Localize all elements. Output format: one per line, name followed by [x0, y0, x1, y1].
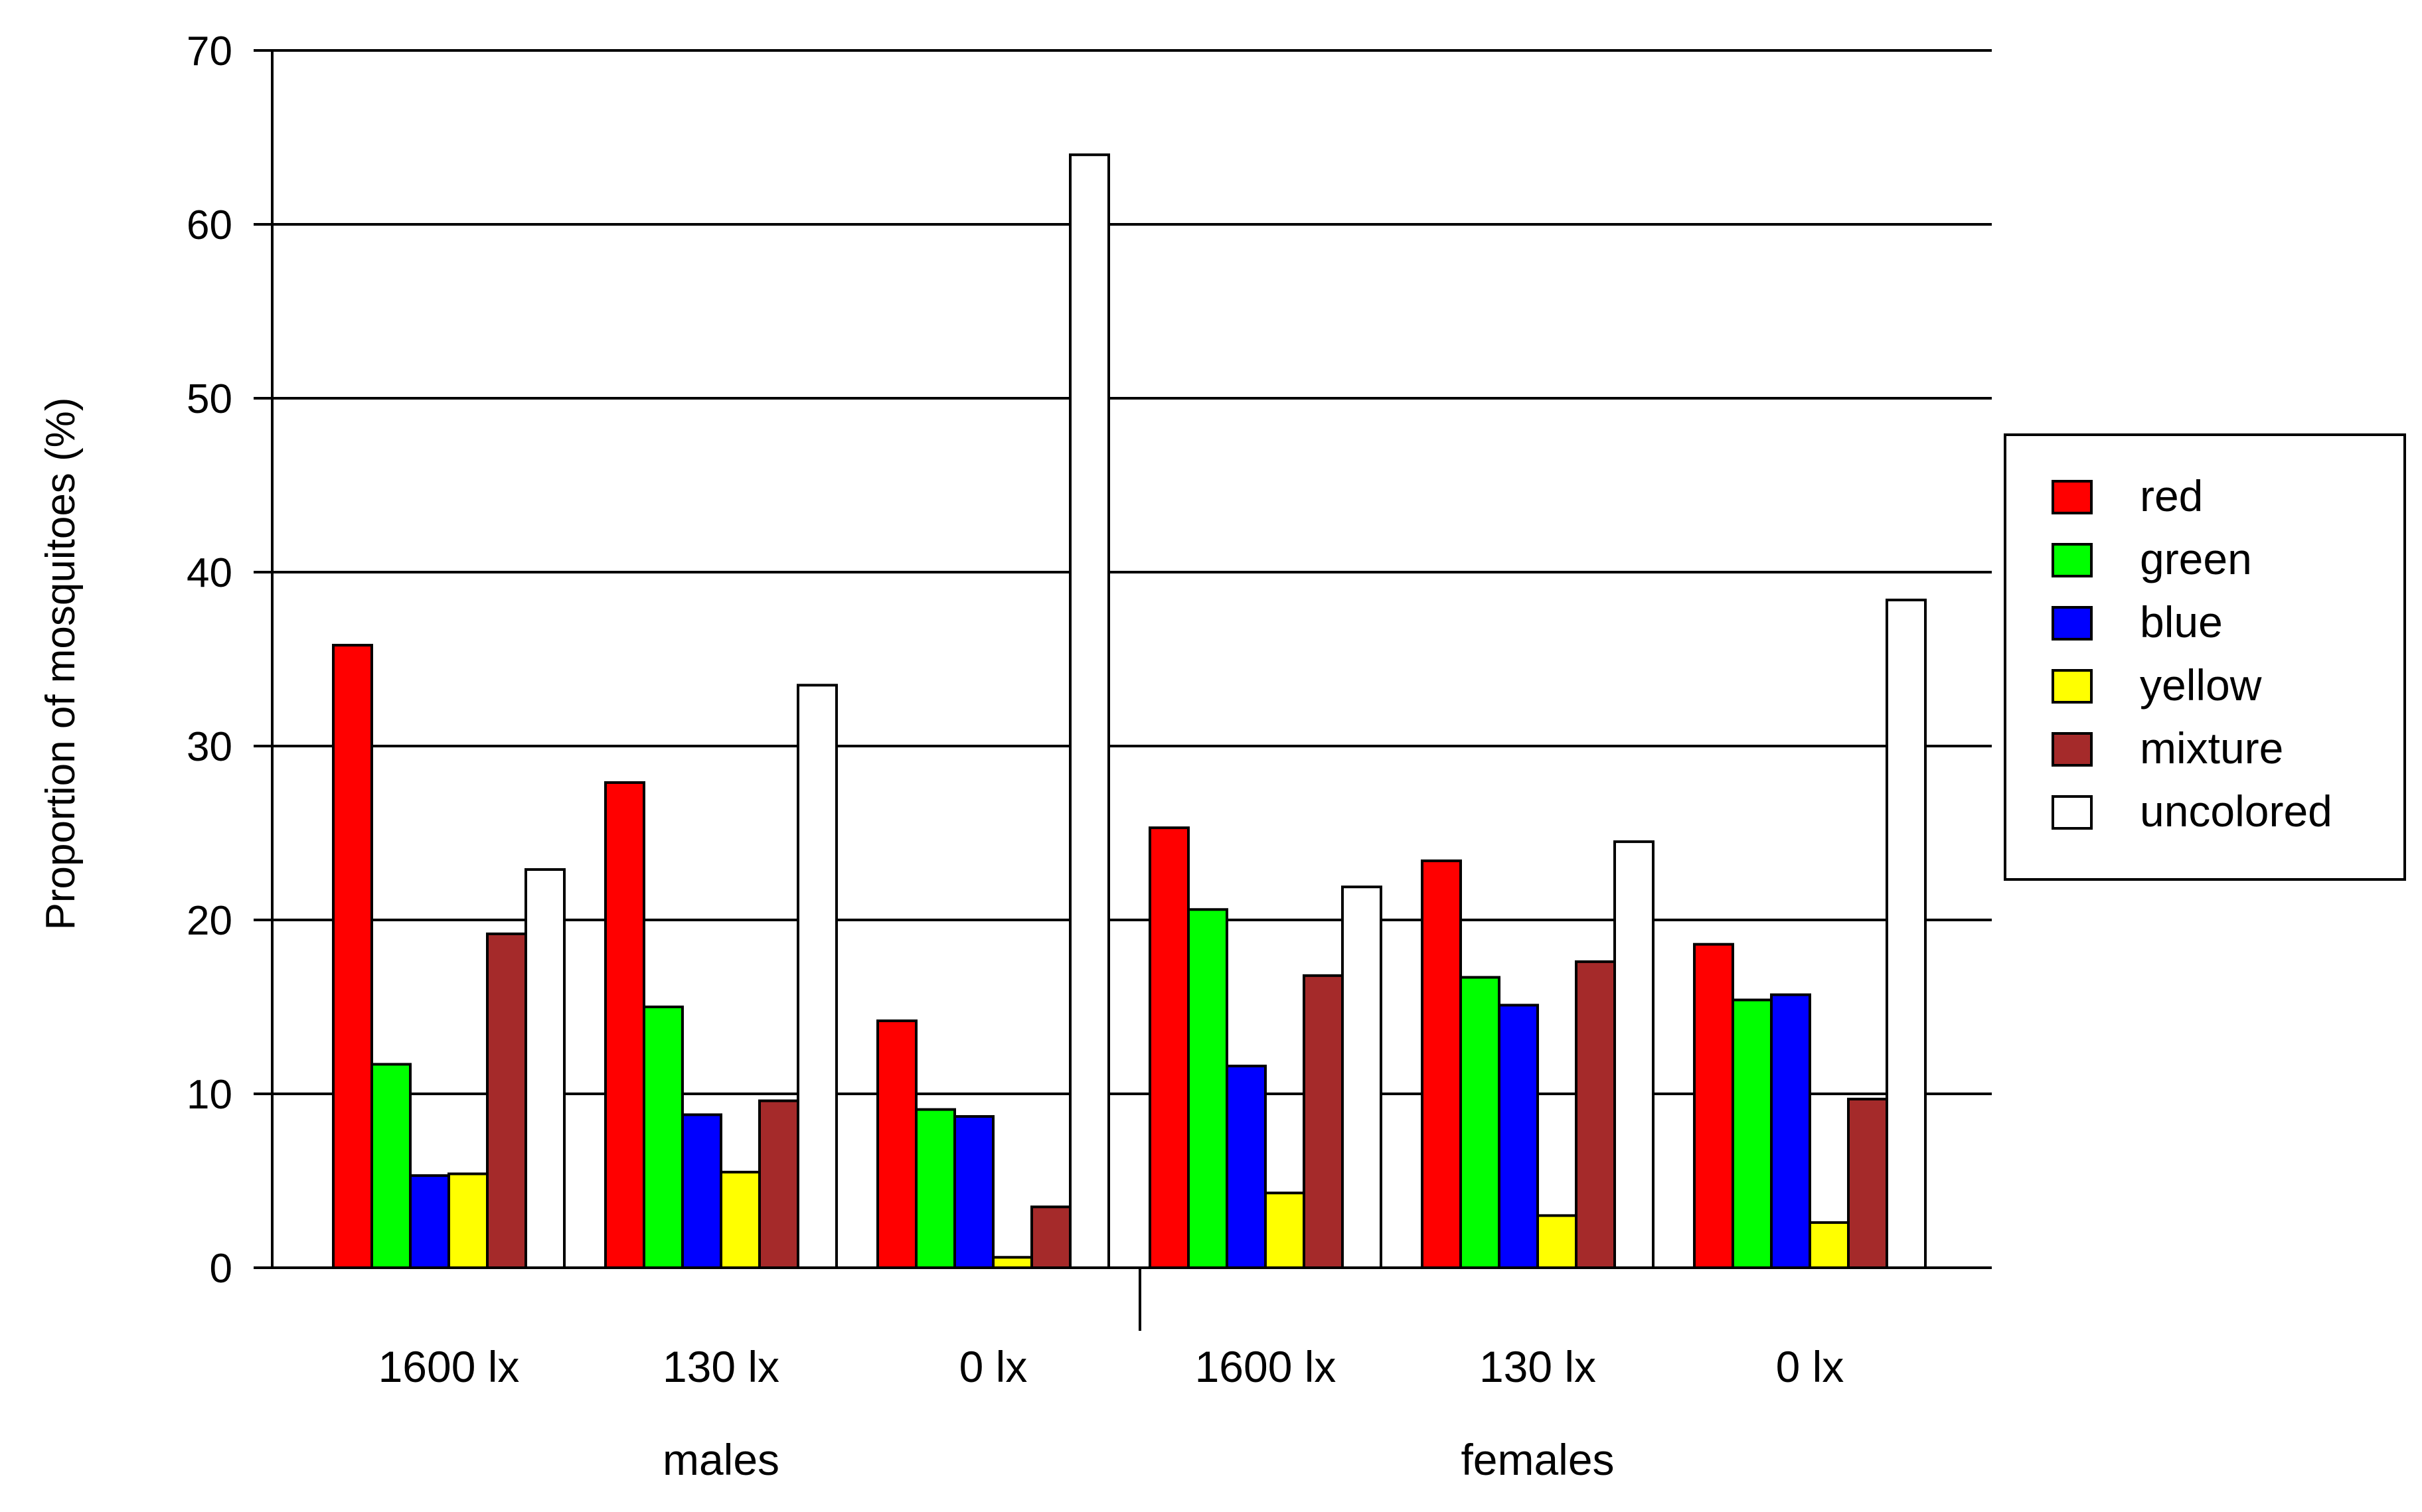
legend-swatch-blue — [2052, 606, 2093, 641]
y-tick-label: 0 — [210, 1246, 232, 1292]
bar-mixture — [1575, 960, 1616, 1269]
legend-label-mixture: mixture — [2140, 723, 2283, 773]
bar-red — [1693, 943, 1734, 1270]
group-label-females: females — [1461, 1435, 1614, 1484]
bar-blue — [1498, 1004, 1539, 1269]
y-tick-label: 30 — [187, 724, 232, 770]
x-tick-label: 0 lx — [1776, 1342, 1844, 1391]
bar-blue — [681, 1113, 722, 1269]
bar-green — [1459, 976, 1500, 1269]
legend-swatch-mixture — [2052, 732, 2093, 767]
bar-green — [370, 1063, 412, 1269]
x-tick-label: 1600 lx — [1195, 1342, 1336, 1391]
bars — [332, 153, 1927, 1270]
bar-green — [1187, 908, 1228, 1269]
bar-red — [1149, 826, 1190, 1269]
legend-label-yellow: yellow — [2140, 660, 2262, 710]
bar-green — [1732, 998, 1773, 1270]
y-axis-title: Proportion of mosquitoes (%) — [38, 398, 84, 931]
y-tick-label: 20 — [187, 898, 232, 944]
legend-label-red: red — [2140, 471, 2203, 520]
bar-mixture — [758, 1099, 799, 1269]
bar-blue — [1226, 1065, 1267, 1269]
bar-uncolored — [525, 868, 566, 1269]
legend-swatch-red — [2052, 480, 2093, 514]
legend-label-green: green — [2140, 534, 2252, 583]
legend: red green blue yellow mixture uncolored — [2004, 433, 2406, 881]
bar-yellow — [992, 1256, 1033, 1270]
bar-uncolored — [1886, 598, 1927, 1269]
bar-red — [876, 1019, 918, 1269]
bar-red — [332, 644, 373, 1269]
legend-label-blue: blue — [2140, 597, 2223, 646]
bar-mixture — [1030, 1205, 1072, 1270]
x-tick-label: 130 lx — [1479, 1342, 1596, 1391]
legend-swatch-green — [2052, 543, 2093, 577]
bar-uncolored — [1341, 885, 1382, 1269]
x-tick-label: 1600 lx — [378, 1342, 520, 1391]
bar-mixture — [1303, 974, 1344, 1269]
y-axis: 0 10 20 30 40 50 60 70 — [187, 29, 274, 1292]
x-tick-label: 130 lx — [663, 1342, 779, 1391]
bar-red — [1421, 859, 1462, 1270]
bar-yellow — [720, 1170, 761, 1270]
bar-uncolored — [797, 684, 838, 1270]
bar-mixture — [486, 932, 527, 1269]
y-tick-label: 50 — [187, 376, 232, 422]
group-label-males: males — [663, 1435, 779, 1484]
y-tick-label: 10 — [187, 1072, 232, 1118]
bar-yellow — [1264, 1191, 1305, 1269]
bar-yellow — [447, 1172, 489, 1270]
bar-uncolored — [1069, 153, 1110, 1270]
bar-green — [915, 1108, 956, 1269]
bar-blue — [1770, 993, 1811, 1270]
y-tick-label: 40 — [187, 550, 232, 596]
bar-yellow — [1809, 1221, 1850, 1270]
bar-red — [604, 781, 645, 1269]
y-tick-label: 70 — [187, 29, 232, 74]
x-tick-label: 0 lx — [959, 1342, 1028, 1391]
legend-swatch-yellow — [2052, 669, 2093, 704]
x-axis-labels: 1600 lx 130 lx 0 lx 1600 lx 130 lx 0 lx males f… — [378, 1268, 1844, 1484]
legend-label-uncolored: uncolored — [2140, 787, 2332, 836]
legend-swatch-uncolored — [2052, 795, 2093, 830]
bar-blue — [953, 1115, 995, 1270]
bar-mixture — [1847, 1097, 1888, 1269]
bar-yellow — [1536, 1214, 1577, 1270]
bar-green — [643, 1006, 684, 1269]
y-tick-label: 60 — [187, 202, 232, 248]
bar-uncolored — [1613, 840, 1655, 1269]
bar-blue — [409, 1174, 450, 1270]
